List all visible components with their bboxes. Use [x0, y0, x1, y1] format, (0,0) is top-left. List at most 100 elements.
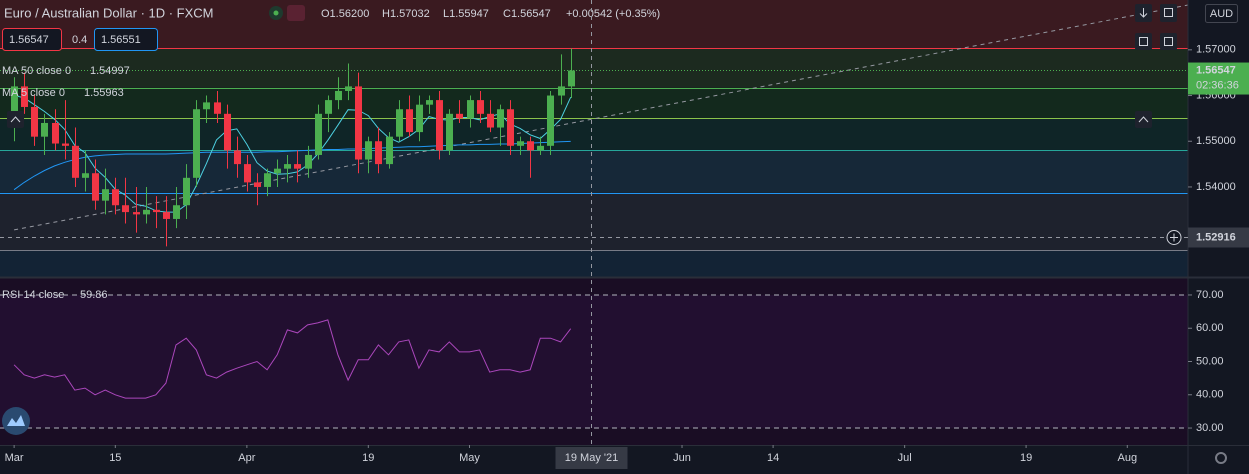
x-tick-label: May: [459, 452, 480, 464]
legend-low: L1.55947: [443, 8, 489, 20]
candle-body: [426, 100, 433, 105]
candle-body: [183, 177, 190, 206]
candle-body: [335, 90, 342, 101]
candle-body: [244, 164, 251, 183]
candle-body: [214, 102, 221, 114]
square-icon: [1139, 37, 1148, 46]
rsi-line: [13, 319, 572, 399]
currency-label: AUD: [1210, 8, 1233, 20]
candle-body: [315, 113, 322, 155]
visibility-icon-dot: [273, 10, 279, 16]
legend-open: O1.56200: [321, 8, 369, 20]
candle-body: [436, 100, 443, 151]
candle-body: [62, 143, 69, 146]
x-tick-label: Apr: [238, 452, 255, 464]
zone: [0, 87, 1188, 118]
candle-body: [375, 141, 382, 165]
candle-body: [517, 141, 524, 146]
candle-body: [558, 86, 565, 96]
crosshair-y-tag: [1188, 227, 1249, 248]
y-tick-label: 1.55000: [1196, 135, 1236, 147]
candle-body: [355, 86, 362, 160]
up-chevron-icon: [1138, 116, 1149, 123]
bid-box[interactable]: [2, 28, 62, 51]
currency-button[interactable]: [1205, 4, 1238, 23]
last-price-label: 1.56547: [1196, 64, 1236, 76]
ask-box[interactable]: [94, 28, 158, 51]
legend-change: +0.00542 (+0.35%): [566, 8, 660, 20]
candle-body: [193, 109, 200, 178]
last-price-tag: [1188, 62, 1249, 95]
symbol-title: Euro / Australian Dollar · 1D · FXCM: [4, 5, 214, 20]
candle-body: [11, 86, 18, 121]
candle-body: [547, 95, 554, 146]
candle-body: [143, 209, 150, 215]
crosshair-x-label: 19 May '21: [565, 452, 618, 464]
spread: 0.4: [72, 34, 87, 46]
x-tick-label: Jul: [898, 452, 912, 464]
rsi-y-tick-label: 70.00: [1196, 289, 1224, 301]
rsi-y-tick-label: 50.00: [1196, 355, 1224, 367]
y-tick-label: 1.54000: [1196, 181, 1236, 193]
pane-button[interactable]: [1160, 33, 1177, 50]
candle-body: [325, 100, 332, 114]
candle-body: [92, 173, 99, 201]
candle-body: [112, 189, 119, 206]
candle-body: [284, 164, 291, 169]
rsi-band: [0, 294, 1188, 429]
candle-body: [477, 100, 484, 114]
candle-body: [274, 168, 281, 174]
x-tick-label: Mar: [5, 452, 24, 464]
ask-price: 1.56551: [101, 34, 141, 46]
candle-body: [82, 173, 89, 178]
zone: [0, 117, 1188, 150]
down-arrow-icon: [1139, 8, 1148, 18]
zone: [0, 0, 1188, 49]
x-tick-label: Aug: [1117, 452, 1137, 464]
candle-body: [507, 109, 514, 146]
ma50-value: 1.54997: [90, 65, 130, 77]
candle-body: [568, 70, 575, 87]
candle-body: [133, 212, 140, 215]
up-chevron-icon: [10, 116, 21, 123]
price-pane: [0, 0, 1188, 277]
legend-high: H1.57032: [382, 8, 430, 20]
settings-icon[interactable]: [287, 5, 305, 21]
candle-body: [537, 145, 544, 151]
x-tick-label: 19: [1020, 452, 1032, 464]
settings-gear[interactable]: [1215, 452, 1227, 464]
ma5-legend: MA 5 close 0: [2, 87, 65, 99]
rsi-pane: [0, 278, 1188, 445]
candle-body: [345, 86, 352, 91]
candle-body: [416, 104, 423, 133]
x-tick-label: 14: [767, 452, 779, 464]
candle-body: [21, 86, 28, 107]
candle-body: [396, 109, 403, 137]
candle-body: [203, 102, 210, 110]
collapse-button[interactable]: [1135, 111, 1152, 128]
candle-body: [456, 113, 463, 119]
crosshair-y-label: 1.52916: [1196, 231, 1236, 243]
pane-button[interactable]: [1135, 33, 1152, 50]
crosshair-x-tag: [555, 447, 628, 469]
rsi-y-tick-label: 40.00: [1196, 389, 1224, 401]
candle-body: [264, 173, 271, 187]
countdown: 02:36:36: [1196, 79, 1239, 91]
candle-body: [173, 205, 180, 219]
candle-body: [527, 141, 534, 151]
candle-body: [31, 106, 38, 137]
candle-body: [224, 113, 231, 151]
candle-body: [163, 212, 170, 219]
candle-body: [294, 164, 301, 169]
rsi-y-tick-label: 30.00: [1196, 422, 1224, 434]
candle-body: [254, 182, 261, 187]
candle-body: [446, 113, 453, 151]
tradingview-logo[interactable]: [2, 407, 30, 435]
plus-icon: [1170, 233, 1178, 242]
pane-up-button[interactable]: [7, 111, 24, 128]
candle-body: [234, 150, 241, 165]
maximize-button[interactable]: [1160, 4, 1177, 22]
candle-body: [497, 109, 504, 128]
